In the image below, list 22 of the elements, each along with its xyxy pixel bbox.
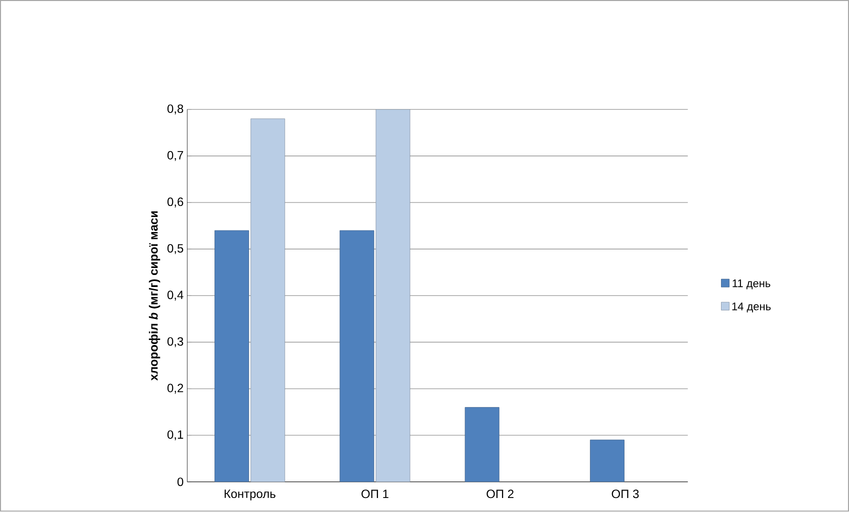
y-tick-label: 0,6: [167, 198, 184, 208]
bar: [590, 440, 624, 482]
bar: [376, 110, 410, 482]
y-tick-label: 0,1: [167, 430, 184, 440]
x-tick-label: ОП 1: [362, 490, 388, 498]
y-axis-title: хлорофіл b (мг/г) сирої маси: [148, 212, 160, 381]
bar: [340, 230, 374, 482]
y-tick-label: 0,5: [167, 244, 184, 254]
bar: [464, 407, 500, 482]
y-tick-label: 0: [177, 478, 184, 486]
legend-label: 11 день: [732, 280, 770, 290]
bar: [250, 118, 286, 482]
legend-label: 14 день: [732, 302, 771, 313]
y-tick-label: 0,8: [167, 104, 184, 115]
x-tick-label: ОП 3: [612, 490, 639, 498]
y-tick-label: 0,3: [167, 337, 184, 348]
x-tick-label: ОП 2: [486, 490, 514, 498]
y-tick-label: 0,2: [167, 384, 184, 394]
y-tick-label: 0,4: [167, 290, 184, 301]
y-tick-label: 0,7: [167, 151, 184, 162]
x-tick-label: Контроль: [224, 490, 276, 501]
bar: [214, 230, 249, 482]
